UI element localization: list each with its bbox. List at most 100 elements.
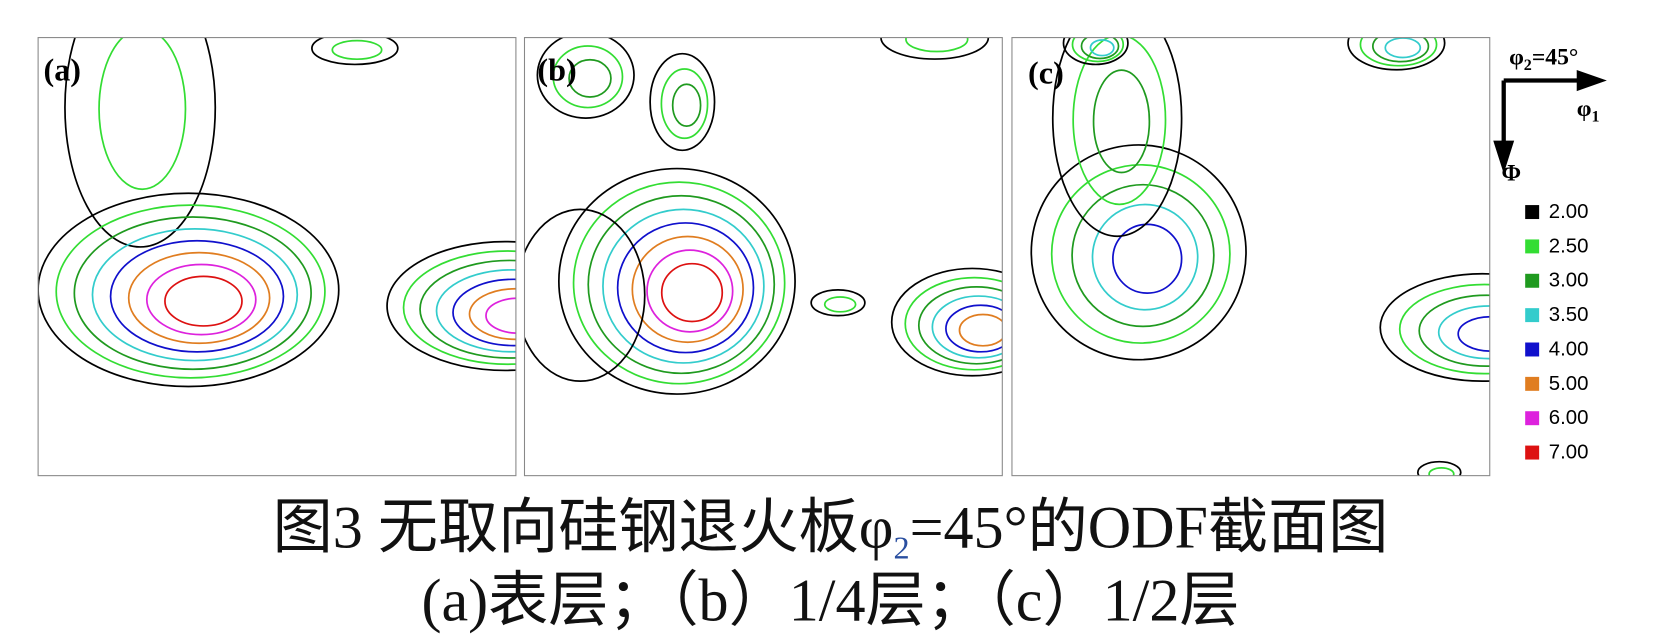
contour bbox=[311, 37, 399, 66]
contour bbox=[435, 269, 516, 353]
contour bbox=[419, 259, 516, 359]
contour bbox=[568, 58, 612, 98]
legend-swatch bbox=[1525, 411, 1540, 426]
x-axis-label: φ1 bbox=[1577, 96, 1600, 125]
contour bbox=[1091, 203, 1199, 311]
caption-subscript: 2 bbox=[893, 529, 909, 565]
y-axis-label: Φ bbox=[1502, 160, 1522, 186]
contour bbox=[646, 249, 734, 333]
legend-label: 3.50 bbox=[1549, 304, 1589, 326]
legend-swatch bbox=[1525, 342, 1540, 357]
contour bbox=[880, 37, 990, 60]
contour bbox=[331, 39, 383, 61]
caption-text: 图3 无取向硅钢退火板 bbox=[273, 495, 859, 562]
contour bbox=[649, 52, 716, 152]
legend-label: 3.00 bbox=[1549, 270, 1589, 292]
contour bbox=[1416, 460, 1462, 476]
contour bbox=[1071, 183, 1215, 328]
legend-label: 6.00 bbox=[1549, 407, 1589, 429]
legend-swatch bbox=[1525, 205, 1540, 220]
caption-symbol: φ bbox=[859, 495, 894, 562]
contour bbox=[1372, 37, 1430, 63]
plots bbox=[38, 37, 1490, 476]
contour bbox=[660, 262, 724, 323]
legend-swatch bbox=[1525, 445, 1540, 460]
legend-swatch bbox=[1525, 273, 1540, 288]
contour bbox=[64, 37, 217, 248]
contour bbox=[38, 192, 340, 388]
legend-label: 5.00 bbox=[1549, 373, 1589, 395]
contour bbox=[890, 267, 1003, 377]
contour bbox=[1092, 69, 1151, 174]
caption-line: 图3 无取向硅钢退火板φ2=45°的ODF截面图 bbox=[273, 495, 1389, 566]
contour bbox=[109, 239, 285, 353]
contour bbox=[945, 304, 1003, 353]
contour bbox=[616, 222, 755, 354]
contour bbox=[631, 235, 744, 344]
legend-swatch bbox=[1525, 376, 1540, 391]
legend-label: 2.50 bbox=[1549, 235, 1589, 257]
axis-arrows bbox=[1493, 69, 1607, 174]
caption-line: (a)表层；（b）1/4层；（c）1/2层 bbox=[421, 568, 1239, 635]
legend-swatch bbox=[1525, 239, 1540, 254]
legend-label: 2.00 bbox=[1549, 201, 1589, 223]
symbol: φ bbox=[1509, 44, 1524, 70]
symbol: φ bbox=[1577, 96, 1592, 122]
contour bbox=[1428, 467, 1455, 476]
contour bbox=[55, 204, 326, 379]
contour bbox=[524, 208, 646, 382]
contour bbox=[386, 240, 516, 372]
panel-label: (b) bbox=[537, 52, 576, 88]
contour bbox=[905, 37, 969, 53]
panel-label: (c) bbox=[1028, 55, 1064, 91]
contour bbox=[602, 208, 765, 364]
contour bbox=[1050, 163, 1231, 344]
contour bbox=[917, 286, 1003, 365]
value: =45° bbox=[1532, 44, 1579, 70]
contour bbox=[823, 296, 857, 313]
contour bbox=[1112, 223, 1183, 294]
panel-frame bbox=[1011, 37, 1491, 477]
contour bbox=[1457, 315, 1490, 352]
contour bbox=[1347, 37, 1446, 71]
legend-label: 4.00 bbox=[1549, 338, 1589, 360]
contour bbox=[164, 275, 243, 327]
legend-label: 7.00 bbox=[1549, 441, 1589, 463]
legend-swatch bbox=[1525, 308, 1540, 323]
contour bbox=[1080, 37, 1120, 60]
contour bbox=[1089, 39, 1115, 57]
contour bbox=[1398, 283, 1490, 375]
contour bbox=[485, 297, 516, 334]
contour bbox=[931, 295, 1003, 359]
contour bbox=[1418, 294, 1490, 367]
contour bbox=[572, 181, 786, 385]
contour bbox=[91, 228, 299, 362]
subscript: 1 bbox=[1591, 108, 1599, 125]
contour bbox=[1359, 37, 1438, 67]
panel-frame bbox=[37, 37, 517, 477]
contour bbox=[1051, 37, 1183, 238]
contour bbox=[402, 250, 516, 366]
contour bbox=[552, 45, 624, 109]
contour bbox=[904, 276, 1003, 371]
legend: 2.00 2.50 3.00 3.50 4.00 5.00 6.00 7.00 bbox=[1525, 201, 1589, 463]
contour bbox=[98, 37, 187, 191]
contour bbox=[671, 83, 702, 128]
contour bbox=[958, 313, 1003, 347]
contour bbox=[587, 194, 776, 375]
contour bbox=[1384, 37, 1422, 59]
contour bbox=[1437, 305, 1490, 360]
contour bbox=[1071, 37, 1125, 63]
contour bbox=[1072, 37, 1167, 206]
contour bbox=[145, 263, 257, 336]
section-label: φ2=45° bbox=[1509, 44, 1578, 73]
contour bbox=[127, 251, 271, 345]
subscript: 2 bbox=[1524, 57, 1532, 74]
contour bbox=[536, 37, 635, 119]
contour bbox=[810, 289, 866, 317]
contour bbox=[1030, 144, 1247, 361]
contour bbox=[73, 216, 312, 371]
contour bbox=[1062, 37, 1129, 66]
